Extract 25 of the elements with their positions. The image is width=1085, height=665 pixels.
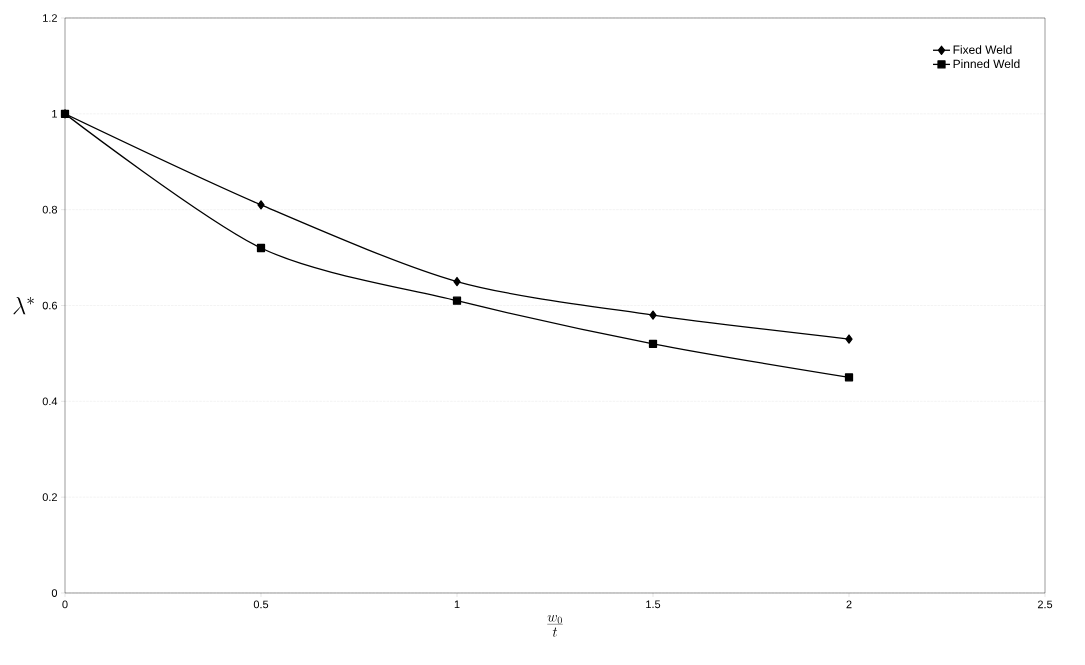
x-tick-label: 2 [846,600,852,609]
x-tick-label: 0.5 [253,600,269,609]
y-tick-label: 1 [52,110,57,118]
legend-label: Pinned Weld [953,59,1020,69]
x-tick-label: 1 [454,600,460,609]
x-axis-title: $\frac{w_0}{t}$ [547,614,563,637]
y-tick-label: 0.8 [42,205,58,214]
legend-label: Fixed Weld [953,45,1012,54]
point [256,243,266,253]
point [845,334,853,344]
y-axis-title: $\lambda^*$ [13,296,34,315]
y-tick-label: 0.6 [42,301,58,310]
y-tick-label: 0.2 [42,493,57,502]
point [257,200,265,210]
x-tick-label: 0 [62,600,68,609]
point [452,296,462,305]
y-tick-label: 0 [51,589,58,597]
x-tick-label: 2.5 [1037,600,1053,609]
x-tick-label: 1.5 [646,600,661,609]
point [649,310,657,320]
point [648,339,658,348]
y-tick-label: 0.4 [42,397,58,406]
y-tick-label: 1.2 [43,14,57,22]
point [844,373,854,382]
point [453,276,461,287]
